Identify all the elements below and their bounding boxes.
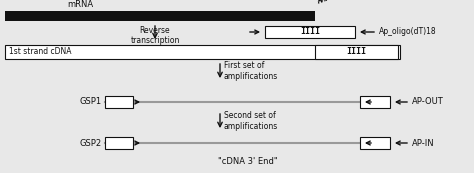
Text: IIII: IIII (300, 28, 320, 37)
Text: AP-IN: AP-IN (412, 139, 435, 148)
Bar (5, 45, 400, 59)
Text: "cDNA 3' End": "cDNA 3' End" (218, 157, 277, 166)
Bar (105, 137, 133, 149)
Bar (360, 96, 390, 108)
Text: Reverse
transcription: Reverse transcription (130, 26, 180, 45)
Text: First set of
amplifications: First set of amplifications (224, 61, 278, 81)
Text: 1st strand cDNA: 1st strand cDNA (9, 48, 72, 57)
Text: AAAAAAAAA: AAAAAAAAA (316, 0, 358, 6)
Bar (5, 11, 315, 21)
Text: GSP2: GSP2 (80, 139, 102, 148)
Text: Second set of
amplifications: Second set of amplifications (224, 111, 278, 131)
Text: IIII: IIII (346, 48, 366, 57)
Bar (360, 137, 390, 149)
Text: AP-OUT: AP-OUT (412, 98, 444, 107)
Bar (265, 26, 355, 38)
Text: Ap_oligo(dT)18: Ap_oligo(dT)18 (379, 28, 437, 37)
Bar (105, 96, 133, 108)
Text: mRNA: mRNA (67, 0, 93, 9)
Text: GSP1: GSP1 (80, 98, 102, 107)
Bar (315, 45, 398, 59)
